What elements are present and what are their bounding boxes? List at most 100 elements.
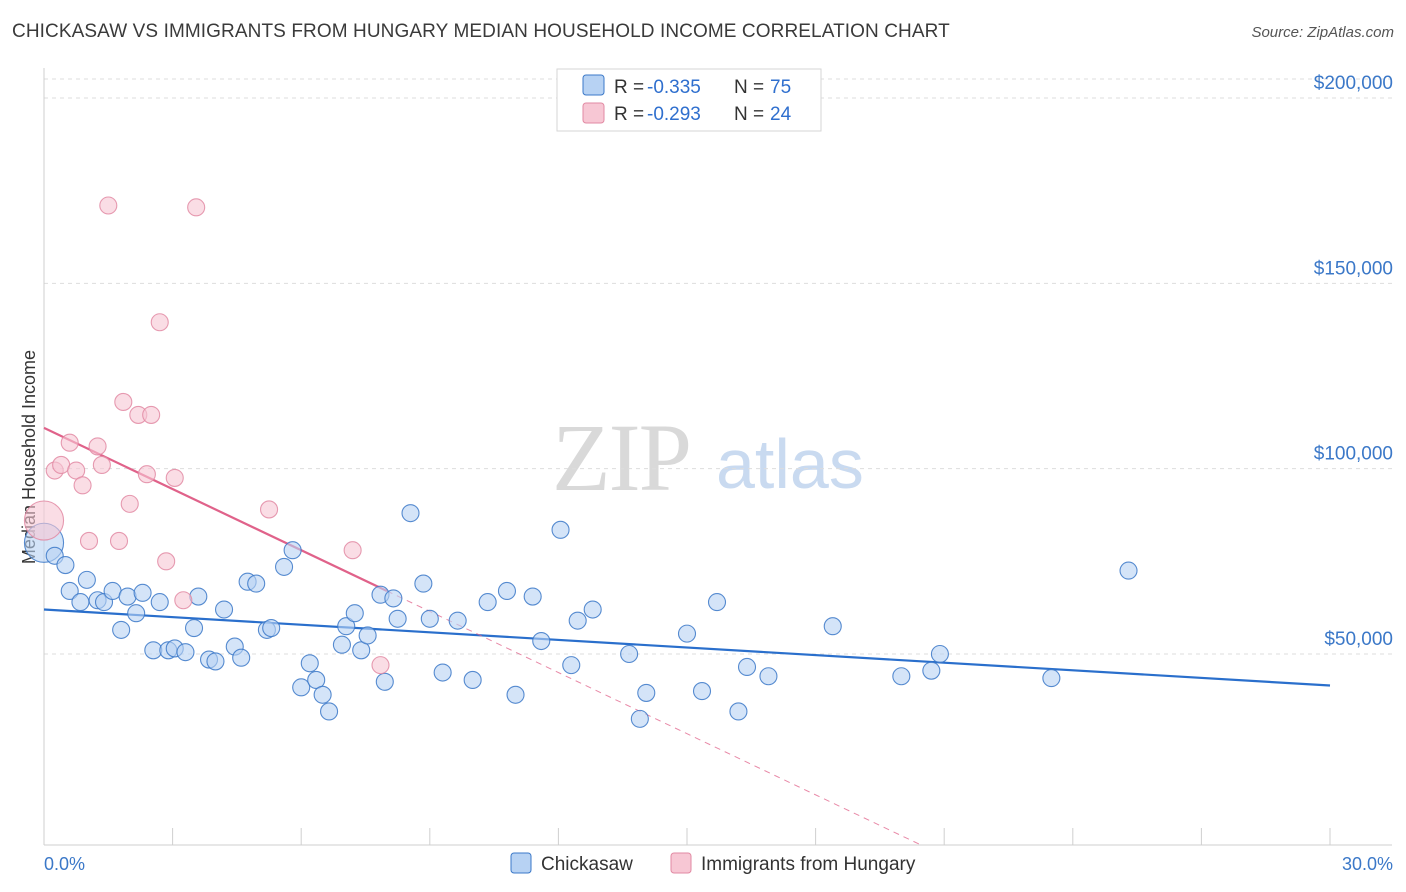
- point-chickasaw: [568, 611, 587, 630]
- point-chickasaw: [630, 709, 649, 728]
- point-chickasaw: [313, 685, 332, 704]
- x-tick-label-max: 30.0%: [1342, 854, 1393, 874]
- point-chickasaw: [262, 619, 281, 638]
- point-hungary: [174, 591, 193, 610]
- legend-r-label-hungary: R =: [614, 104, 644, 125]
- point-chickasaw: [433, 663, 452, 682]
- point-chickasaw: [401, 504, 420, 523]
- point-chickasaw: [737, 657, 757, 677]
- point-chickasaw: [71, 593, 90, 612]
- x-axis-ticks: [43, 828, 1331, 845]
- point-chickasaw: [532, 631, 551, 651]
- x-tick-label-min: 0.0%: [44, 854, 85, 874]
- legend-n-label-chickasaw: N =: [734, 77, 764, 98]
- axes: [43, 68, 1392, 846]
- point-hungary: [157, 552, 176, 571]
- stats-legend: R = -0.335 N = 75 R = -0.293 N = 24: [556, 68, 822, 132]
- legend-r-label-chickasaw: R =: [614, 77, 644, 98]
- legend-r-value-hungary: -0.293: [647, 104, 701, 125]
- point-chickasaw: [930, 644, 949, 664]
- y-tick-label: $150,000: [1314, 258, 1393, 279]
- legend-n-label-hungary: N =: [734, 104, 764, 125]
- source-label: Source: ZipAtlas.com: [1251, 24, 1394, 41]
- point-chickasaw: [759, 667, 778, 686]
- point-chickasaw: [77, 570, 96, 589]
- point-chickasaw: [283, 541, 302, 560]
- point-chickasaw: [922, 661, 941, 680]
- point-chickasaw: [103, 581, 122, 601]
- point-chickasaw: [300, 654, 319, 673]
- chart-title: CHICKASAW VS IMMIGRANTS FROM HUNGARY MED…: [12, 21, 950, 42]
- point-hungary: [109, 531, 129, 550]
- point-chickasaw: [184, 619, 204, 638]
- point-chickasaw: [384, 589, 403, 608]
- point-hungary: [23, 500, 65, 541]
- point-chickasaw: [150, 593, 169, 612]
- point-chickasaw: [707, 593, 727, 612]
- y-tick-label: $200,000: [1314, 73, 1393, 94]
- point-chickasaw: [620, 644, 639, 664]
- point-chickasaw: [1119, 561, 1138, 580]
- watermark: ZIP atlas: [552, 404, 864, 511]
- point-chickasaw: [292, 678, 311, 697]
- point-chickasaw: [583, 600, 602, 619]
- series-legend-label-hungary: Immigrants from Hungary: [701, 854, 916, 875]
- point-chickasaw: [463, 670, 482, 689]
- point-hungary: [259, 500, 279, 519]
- point-chickasaw: [823, 617, 842, 636]
- point-chickasaw: [523, 587, 542, 606]
- point-chickasaw: [551, 520, 570, 539]
- y-tick-label: $100,000: [1314, 444, 1393, 465]
- point-chickasaw: [127, 604, 146, 623]
- point-chickasaw: [692, 682, 712, 701]
- point-chickasaw: [729, 702, 748, 721]
- point-chickasaw: [332, 635, 351, 654]
- series-legend: Chickasaw Immigrants from Hungary: [510, 852, 916, 875]
- point-chickasaw: [133, 583, 152, 602]
- point-hungary: [137, 465, 156, 484]
- point-chickasaw: [60, 581, 79, 601]
- point-chickasaw: [388, 609, 407, 628]
- point-hungary: [343, 541, 362, 560]
- point-chickasaw: [214, 600, 234, 619]
- point-chickasaw: [478, 593, 497, 612]
- point-chickasaw: [345, 604, 364, 623]
- point-hungary: [371, 656, 390, 675]
- point-hungary: [187, 198, 206, 217]
- point-chickasaw: [420, 609, 439, 628]
- point-chickasaw: [677, 624, 697, 643]
- gridlines: [44, 78, 1392, 655]
- legend-swatch-chickasaw: [582, 74, 605, 96]
- point-chickasaw: [892, 667, 911, 686]
- point-hungary: [114, 392, 133, 411]
- point-chickasaw: [176, 643, 195, 662]
- y-tick-label: $50,000: [1324, 629, 1393, 650]
- point-hungary: [142, 405, 161, 424]
- point-hungary: [99, 196, 118, 215]
- legend-n-value-chickasaw: 75: [770, 77, 791, 98]
- point-hungary: [73, 476, 92, 495]
- point-hungary: [52, 455, 71, 475]
- point-chickasaw: [497, 581, 517, 601]
- point-chickasaw: [56, 555, 75, 575]
- point-chickasaw: [232, 648, 251, 667]
- point-chickasaw: [144, 641, 163, 660]
- point-chickasaw: [118, 587, 137, 606]
- point-hungary: [79, 531, 99, 550]
- trend-line-hungary: [43, 426, 388, 592]
- point-hungary: [120, 494, 139, 513]
- point-chickasaw: [275, 557, 294, 576]
- legend-r-value-chickasaw: -0.335: [647, 77, 701, 98]
- point-hungary: [88, 437, 107, 456]
- trend-lines: [43, 426, 1331, 846]
- point-hungary: [165, 468, 184, 487]
- point-chickasaw: [358, 626, 377, 645]
- point-chickasaw: [112, 620, 131, 639]
- point-chickasaw: [637, 683, 656, 702]
- point-chickasaw: [1042, 669, 1061, 688]
- point-hungary: [150, 313, 169, 332]
- trend-line-chickasaw: [43, 608, 1331, 687]
- point-chickasaw: [247, 574, 266, 593]
- point-chickasaw: [206, 652, 225, 671]
